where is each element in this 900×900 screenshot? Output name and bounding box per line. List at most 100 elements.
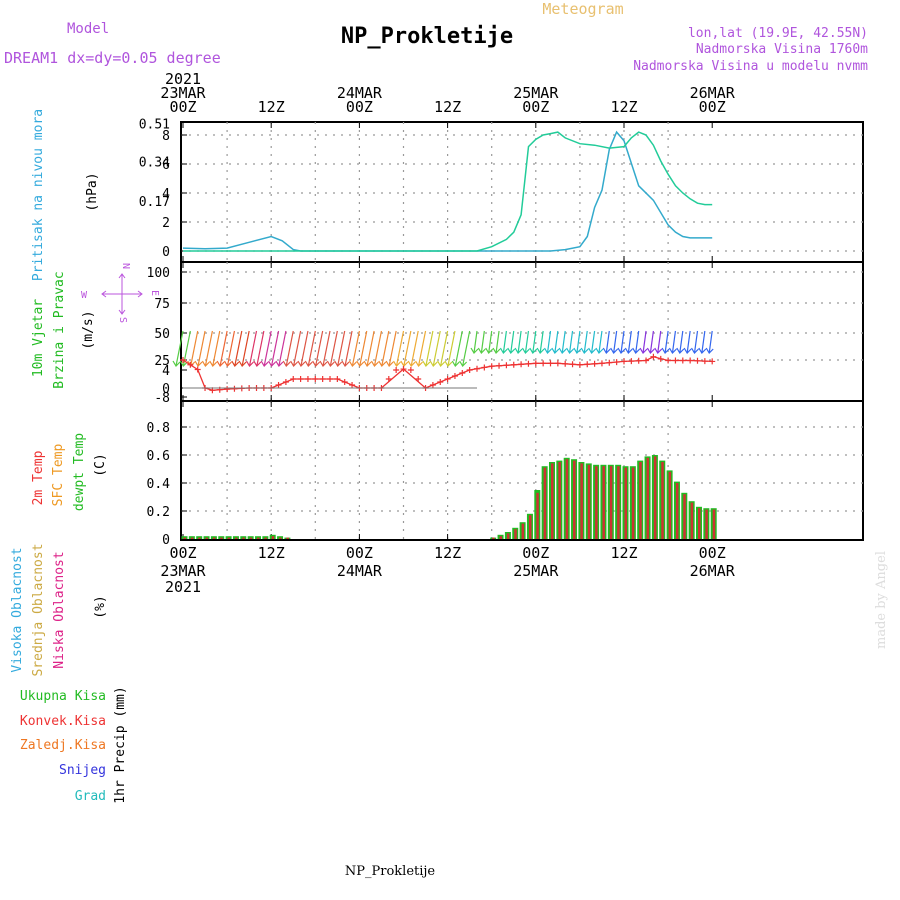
wind-barb [664, 330, 669, 354]
precip-conv-bar [249, 537, 253, 539]
temp-ytick-label: 0.2 [147, 505, 170, 520]
wind-speed-marker [540, 360, 547, 367]
precip-conv-bar [234, 537, 238, 539]
wind-barb-head [617, 347, 626, 354]
wind-barb-head [624, 347, 633, 354]
temp-unit: (C) [93, 453, 108, 476]
wind-speed-marker [275, 382, 282, 388]
top-hour-label: 00Z [522, 98, 549, 116]
model-name: DREAM1 dx=dy=0.05 degree [4, 49, 221, 67]
precip-conv-bar [639, 462, 642, 539]
model-label: Model [67, 21, 109, 37]
wind-barb [539, 330, 544, 354]
bottom-hour-label: 12Z [434, 544, 461, 562]
wind-speed-marker [687, 357, 694, 364]
precip-conv-bar [631, 467, 635, 539]
wind-barb-head [646, 347, 655, 354]
top-year-label: 2021 [165, 70, 201, 88]
wind-barb-head [444, 360, 453, 367]
wind-barb-head [507, 347, 516, 354]
wind-barb [510, 330, 515, 354]
wind-barb [591, 330, 596, 354]
precip-total-label: Ukupna Kisa [20, 689, 106, 704]
wind-barb [447, 330, 456, 367]
panel-frame [180, 400, 864, 541]
wind-barb-head [492, 347, 501, 354]
wind-speed-marker [598, 360, 605, 367]
cloud-high-label: Visoka Oblacnost [10, 547, 25, 672]
precip-conv-bar [499, 536, 503, 539]
wind-speed-marker [657, 355, 664, 362]
precip-conv-bar [514, 529, 517, 539]
wind-barb [388, 330, 397, 367]
temp-ytick-label: 0.4 [147, 477, 171, 492]
temp-dewpt-label: dewpt Temp [72, 433, 87, 511]
wind-barb [285, 330, 294, 367]
wind-barb-head [705, 347, 714, 354]
compass-w: W [81, 290, 88, 301]
wind-barb-head [588, 347, 597, 354]
wind-barb [454, 330, 463, 367]
wind-barb-head [172, 360, 181, 367]
wind-barb [256, 330, 265, 367]
wind-barb-head [385, 360, 394, 367]
wind-barb-head [536, 347, 545, 354]
precip-conv-bar [242, 537, 245, 539]
wind-barb [532, 330, 537, 354]
precip-conv-bar [595, 466, 598, 539]
precip-conv-bar [712, 509, 716, 539]
wind-barb [440, 330, 449, 367]
wind-barb-head [485, 347, 494, 354]
temperature-panel: 0 0.2 0.4 0.6 0.8 [147, 400, 864, 548]
pressure-series-line-1 [183, 131, 713, 252]
wind-barb [270, 330, 280, 367]
wind-barb-head [341, 360, 350, 367]
wind-speed-marker [701, 358, 708, 365]
wind-barb-head [297, 360, 306, 367]
wind-barb [248, 330, 258, 367]
top-hour-label: 00Z [169, 98, 196, 116]
bottom-hour-label: 12Z [610, 544, 637, 562]
wind-barb [410, 330, 419, 367]
wind-speed-marker [429, 382, 436, 388]
wind-barb [613, 330, 618, 354]
wind-barb-head [245, 360, 254, 367]
wind-barb [605, 330, 610, 354]
temp-2m-label: 2m Temp [31, 450, 46, 505]
wind-ytick-label: -8 [154, 391, 170, 406]
wind-barb [329, 330, 338, 367]
wind-barb-head [573, 347, 582, 354]
wind-speed-marker [481, 364, 488, 371]
bottom-year-label: 2021 [165, 578, 201, 596]
wind-barb-head [451, 360, 460, 367]
wind-barb [322, 330, 331, 367]
precip-conv-bar [705, 509, 708, 539]
wind-barb [175, 330, 184, 367]
wind-speed-marker [496, 362, 503, 369]
precip-conv-bar [609, 466, 613, 539]
wind-barb [568, 330, 574, 354]
wind-barb-head [356, 360, 365, 367]
wind-speed-marker [349, 382, 356, 388]
wind-speed-marker [547, 360, 554, 367]
wind-barb [395, 330, 405, 367]
wind-barb [693, 330, 699, 354]
wind-barb-head [282, 360, 291, 367]
precip-conv-bar [286, 537, 289, 539]
wind-barb [425, 330, 434, 367]
bottom-date-label: 23MAR [160, 562, 206, 580]
wind-barb [241, 330, 250, 367]
precip-conv-bar [617, 466, 620, 539]
precip-conv-bar [279, 537, 282, 539]
wind-barb-head [459, 360, 468, 367]
wind-barb [576, 330, 581, 354]
wind-speed-marker [187, 361, 194, 368]
wind-barb-head [392, 360, 401, 367]
wind-barb [278, 330, 287, 367]
wind-speed-marker [444, 376, 451, 382]
wind-speed-marker [525, 360, 532, 367]
wind-barb [679, 330, 684, 354]
precip-conv-bar [183, 537, 186, 539]
wind-barb-head [580, 347, 589, 354]
